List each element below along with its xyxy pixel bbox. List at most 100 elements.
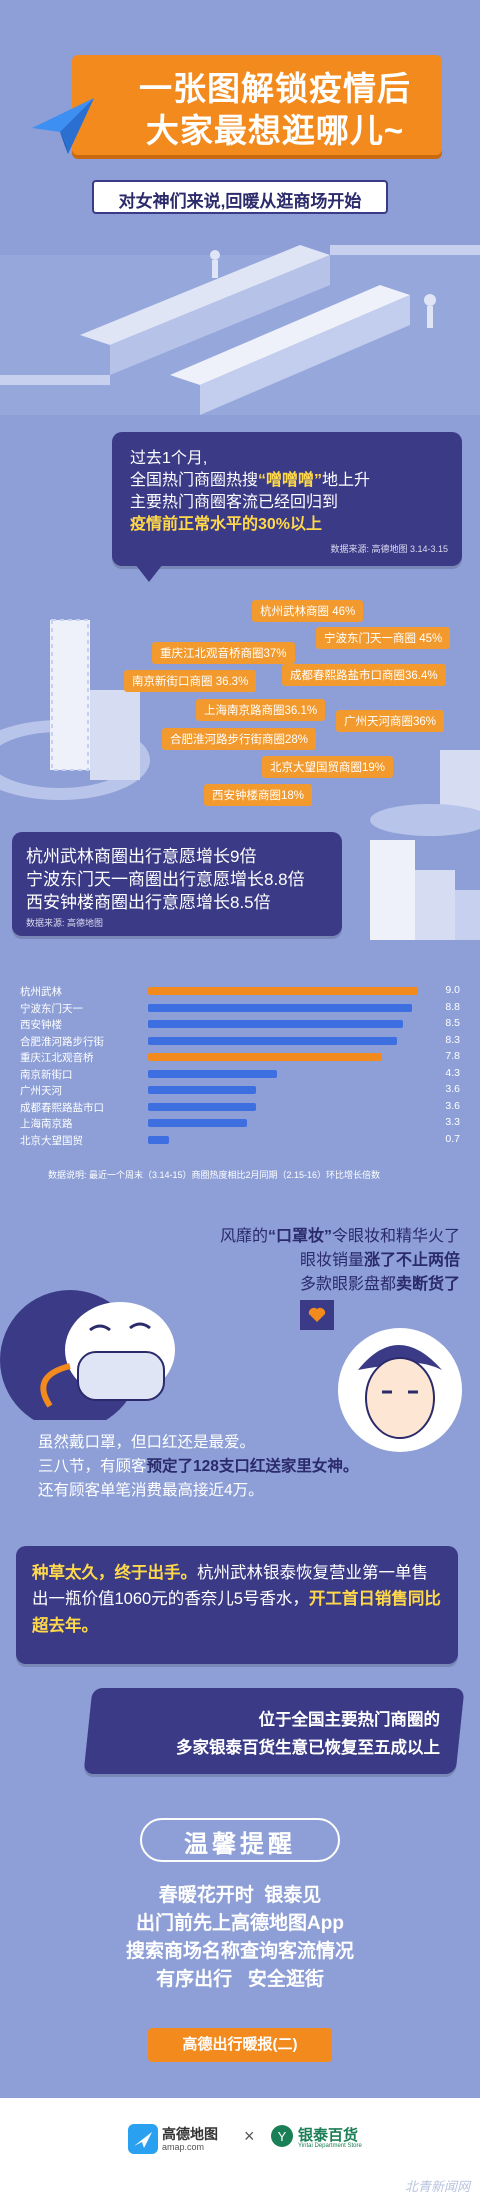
chart-value-label: 3.6 (445, 1083, 460, 1095)
chart-value-label: 0.7 (445, 1132, 460, 1145)
chart-category-label: 南京新街口 (20, 1068, 73, 1081)
chart-row: 杭州武林 9.0 (20, 984, 470, 998)
chart-bar (148, 1020, 403, 1028)
yintai-brand-sub: Yintai Department Store (298, 2143, 362, 2149)
makeup-line3-highlight: 卖断货了 (395, 1276, 460, 1293)
growth-source: 数据来源: 高德地图 (26, 918, 104, 928)
intro-line2-b: 地上升 (322, 472, 371, 489)
lipstick-line1: 虽然戴口罩，但口红还是最爱。 (38, 1434, 256, 1451)
growth-line3: 西安钟楼商圈出行意愿增长8.5倍 (26, 893, 271, 912)
chart-bar (148, 1053, 382, 1061)
yintai-panel (83, 1688, 465, 1774)
page-title-line2: 大家最想逛哪儿~ (145, 112, 405, 149)
chart-category-label: 宁波东门天一 (20, 1002, 83, 1015)
chart-bar (148, 1135, 169, 1144)
amap-brand: 高德地图 (162, 2126, 218, 2142)
watermark: 北青新闻网 (404, 2179, 470, 2194)
buildings-illustration (350, 830, 480, 950)
chart-bar (148, 1069, 277, 1078)
makeup-line2-highlight: 涨了不止两倍 (363, 1252, 460, 1269)
recovery-tags: 杭州武林商圈 46% 宁波东门天一商圈 45% 重庆江北观音桥商圈37% 南京新… (0, 0, 480, 820)
makeup-line3-a: 多款眼影盘都 (299, 1276, 396, 1293)
intro-source: 数据来源: 高德地图 3.14-3.15 (330, 544, 448, 554)
lipstick-line3: 还有顾客单笔消费最高接近4万。 (38, 1482, 264, 1499)
intro-line4: 疫情前正常水平的30%以上 (130, 516, 323, 533)
makeup-line1-a: 风靡的 (219, 1228, 268, 1245)
recovery-tag: 上海南京路商圈36.1% (196, 699, 326, 721)
chart-bar (148, 1003, 412, 1012)
yintai-logo-icon: Y (270, 2124, 294, 2148)
chart-value-label: 3.6 (445, 1099, 460, 1112)
recovery-tag: 西安钟楼商圈18% (204, 784, 313, 806)
recovery-tag: 成都春熙路盐市口商圈36.4% (282, 664, 446, 686)
makeup-line2: 眼妆销量涨了不止两倍 (300, 1246, 460, 1270)
intro-line2-highlight: “噌噌噌” (258, 472, 323, 489)
yintai-line2: 多家银泰百货生意已恢复至五成以上 (176, 1739, 440, 1757)
perfume-panel: 种草太久，终于出手。杭州武林银泰恢复营业第一单售出一瓶价值1060元的香奈儿5号… (16, 1546, 458, 1664)
chart-row: 广州天河 3.6 (20, 1083, 470, 1097)
paper-plane-icon (28, 90, 98, 160)
recovery-tag: 南京新街口商圈 36.3% (124, 670, 257, 692)
chart-category-label: 合肥淮河路步行街 (20, 1035, 104, 1048)
chart-value-label: 8.8 (445, 1000, 460, 1013)
escalator-illustration (0, 225, 480, 425)
chart-value-label: 3.3 (445, 1116, 460, 1128)
lipstick-line2: 三八节，有顾客预定了128支口红送家里女神。 (38, 1454, 358, 1476)
growth-line1: 杭州武林商圈出行意愿增长9倍 (26, 847, 257, 866)
intro-line2: 全国热门商圈热搜“噌噌噌”地上升 (130, 466, 370, 490)
chart-row: 上海南京路 3.3 (20, 1116, 470, 1130)
makeup-line1-highlight: “口罩妆” (267, 1228, 332, 1245)
times-sign: × (244, 2126, 255, 2146)
chart-row: 成都春熙路盐市口 3.6 (20, 1099, 470, 1114)
man-illustration (300, 1300, 470, 1480)
chart-row: 南京新街口 4.3 (20, 1067, 470, 1081)
intro-panel-tail (135, 564, 163, 582)
perfume-result: 开工首日销售同比超去年。 (32, 1590, 441, 1635)
chart-category-label: 上海南京路 (20, 1118, 73, 1130)
chart-bar (148, 1119, 247, 1127)
footer-badge: 高德出行暖报(二) (148, 2028, 332, 2062)
intro-line2-a: 全国热门商圈热搜 (130, 472, 259, 489)
growth-panel: 杭州武林商圈出行意愿增长9倍 宁波东门天一商圈出行意愿增长8.8倍 西安钟楼商圈… (12, 832, 342, 936)
chart-category-label: 成都春熙路盐市口 (20, 1101, 104, 1114)
recovery-tag: 重庆江北观音桥商圈37% (152, 642, 295, 664)
makeup-text: 风靡的“口罩妆”令眼妆和精华火了 眼妆销量涨了不止两倍 多款眼影盘都卖断货了 (140, 1222, 460, 1302)
reminder-title: 温馨提醒 (184, 1831, 296, 1858)
masked-woman-illustration (0, 1270, 260, 1430)
makeup-line3: 多款眼影盘都卖断货了 (300, 1270, 460, 1294)
intro-line1: 过去1个月, (130, 450, 208, 467)
recovery-tag: 宁波东门天一商圈 45% (316, 627, 451, 649)
reminder-body: 春暖花开时 银泰见 出门前先上高德地图App 搜索商场名称查询客流情况 有序出行… (40, 1880, 440, 2010)
chart-row: 重庆江北观音桥 7.8 (20, 1050, 470, 1064)
reminder-line1: 春暖花开时 银泰见 (158, 1885, 322, 1906)
recovery-tag: 合肥淮河路步行街商圈28% (162, 728, 317, 750)
lipstick-line2-highlight: 预定了128支口红送家里女神。 (146, 1458, 359, 1475)
recovery-tag: 北京大望国贸商圈19% (262, 756, 394, 778)
chart-value-label: 8.3 (445, 1033, 460, 1046)
city-illustration (0, 580, 480, 840)
reminder-title-pill (140, 1818, 340, 1862)
amap-logo-icon (128, 2124, 158, 2154)
chart-row: 合肥淮河路步行街 8.3 (20, 1033, 470, 1048)
lipstick-text: 虽然戴口罩，但口红还是最爱。 三八节，有顾客预定了128支口红送家里女神。 还有… (38, 1430, 438, 1510)
chart-row: 宁波东门天一 8.8 (20, 1000, 470, 1015)
chart-category-label: 重庆江北观音桥 (20, 1052, 94, 1064)
chart-note: 数据说明: 最近一个周末（3.14-15）商圈热度相比2月同期（2.15-16）… (48, 1170, 381, 1180)
amap-url: amap.com (162, 2142, 205, 2152)
chart-bar (148, 1102, 256, 1111)
chart-value-label: 8.5 (445, 1017, 460, 1029)
makeup-line1: 风靡的“口罩妆”令眼妆和精华火了 (220, 1222, 460, 1246)
lipstick-line2-a: 三八节，有顾客 (38, 1458, 147, 1475)
page-title-line1: 一张图解锁疫情后 (139, 70, 411, 107)
growth-line2: 宁波东门天一商圈出行意愿增长8.8倍 (26, 870, 305, 889)
intro-panel: 过去1个月, 全国热门商圈热搜“噌噌噌”地上升 主要热门商圈客流已经回归到 疫情… (112, 432, 462, 566)
chart-category-label: 广州天河 (20, 1085, 62, 1097)
perfume-highlight: 种草太久，终于出手。 (32, 1564, 197, 1582)
chart-value-label: 9.0 (445, 984, 460, 996)
chart-bar (148, 1036, 397, 1045)
makeup-line2-a: 眼妆销量 (299, 1252, 364, 1269)
chart-category-label: 北京大望国贸 (20, 1134, 83, 1147)
chart-row: 西安钟楼 8.5 (20, 1017, 470, 1031)
svg-text:Y: Y (278, 2129, 287, 2144)
perfume-body: 杭州武林银泰恢复营业第一单售出一瓶价值1060元的香奈儿5号香水， (32, 1564, 428, 1609)
